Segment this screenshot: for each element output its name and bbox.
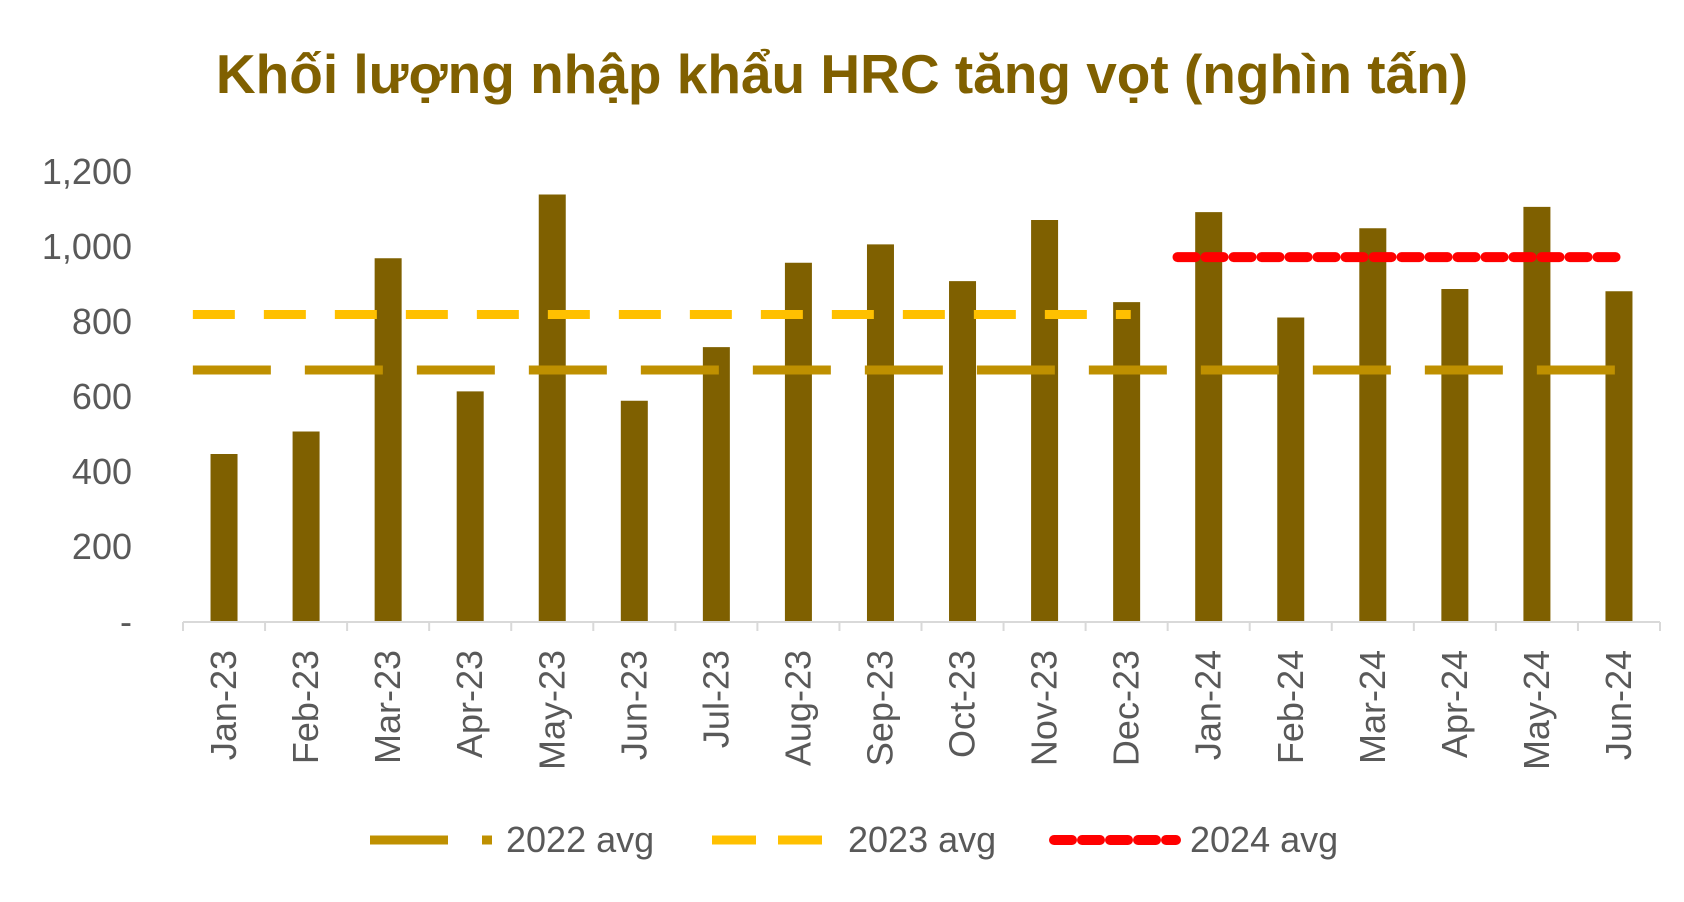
y-tick-label: 400 bbox=[72, 451, 132, 492]
bars-layer bbox=[210, 194, 1633, 622]
bar-Jun-23 bbox=[620, 400, 648, 622]
legend-label: 2022 avg bbox=[506, 819, 654, 860]
y-axis-labels: - 200 400 600 800 1,000 1,200 bbox=[42, 151, 132, 642]
x-tick-label: Sep-23 bbox=[859, 650, 900, 766]
x-tick-label: Aug-23 bbox=[777, 650, 818, 766]
x-tick-label: Dec-23 bbox=[1106, 650, 1147, 766]
bar-Feb-24 bbox=[1277, 317, 1305, 622]
bar-Mar-24 bbox=[1359, 228, 1387, 622]
x-tick-label: Apr-24 bbox=[1434, 650, 1475, 758]
bar-Dec-23 bbox=[1113, 302, 1141, 622]
x-tick-label: Mar-24 bbox=[1352, 650, 1393, 764]
bar-Jun-24 bbox=[1605, 291, 1633, 622]
x-tick-label: Jan-23 bbox=[203, 650, 244, 760]
x-tick-label: Jan-24 bbox=[1188, 650, 1229, 760]
x-tick-label: Jun-24 bbox=[1598, 650, 1639, 760]
x-tick-label: May-23 bbox=[531, 650, 572, 770]
bar-Mar-23 bbox=[374, 258, 402, 622]
x-axis-labels: Jan-23 Feb-23 Mar-23 Apr-23 May-23 Jun-23 Jul-… bbox=[203, 650, 1639, 770]
x-tick-label: Oct-23 bbox=[942, 650, 983, 758]
bar-Nov-23 bbox=[1031, 220, 1059, 622]
y-tick-label: 600 bbox=[72, 376, 132, 417]
bar-May-24 bbox=[1523, 206, 1551, 622]
x-tick-label: Jun-23 bbox=[613, 650, 654, 760]
y-tick-label: - bbox=[120, 601, 132, 642]
x-tick-label: Jul-23 bbox=[695, 650, 736, 748]
bar-Feb-23 bbox=[292, 431, 320, 622]
bar-Jul-23 bbox=[702, 347, 730, 622]
x-tick-label: Feb-24 bbox=[1270, 650, 1311, 764]
x-tick-label: Feb-23 bbox=[285, 650, 326, 764]
legend: 2022 avg 2023 avg 2024 avg bbox=[370, 819, 1338, 860]
bar-Sep-23 bbox=[866, 244, 894, 622]
reference-lines-layer bbox=[192, 252, 1629, 375]
bar-Apr-23 bbox=[456, 391, 484, 622]
bar-Jan-23 bbox=[210, 454, 238, 622]
bar-Oct-23 bbox=[949, 281, 977, 622]
y-tick-label: 1,200 bbox=[42, 151, 132, 192]
legend-label: 2023 avg bbox=[848, 819, 996, 860]
x-tick-label: Nov-23 bbox=[1024, 650, 1065, 766]
x-tick-label: May-24 bbox=[1516, 650, 1557, 770]
bar-Jan-24 bbox=[1195, 212, 1223, 622]
y-tick-label: 1,000 bbox=[42, 226, 132, 267]
bar-May-23 bbox=[538, 194, 566, 622]
x-axis-ticks bbox=[182, 622, 1661, 631]
chart-title: Khối lượng nhập khẩu HRC tăng vọt (nghìn… bbox=[215, 43, 1469, 105]
legend-label: 2024 avg bbox=[1190, 819, 1338, 860]
y-tick-label: 200 bbox=[72, 526, 132, 567]
x-tick-label: Apr-23 bbox=[449, 650, 490, 758]
x-tick-label: Mar-23 bbox=[367, 650, 408, 764]
bar-Aug-23 bbox=[784, 262, 812, 622]
bar-Apr-24 bbox=[1441, 289, 1469, 622]
y-tick-label: 800 bbox=[72, 301, 132, 342]
